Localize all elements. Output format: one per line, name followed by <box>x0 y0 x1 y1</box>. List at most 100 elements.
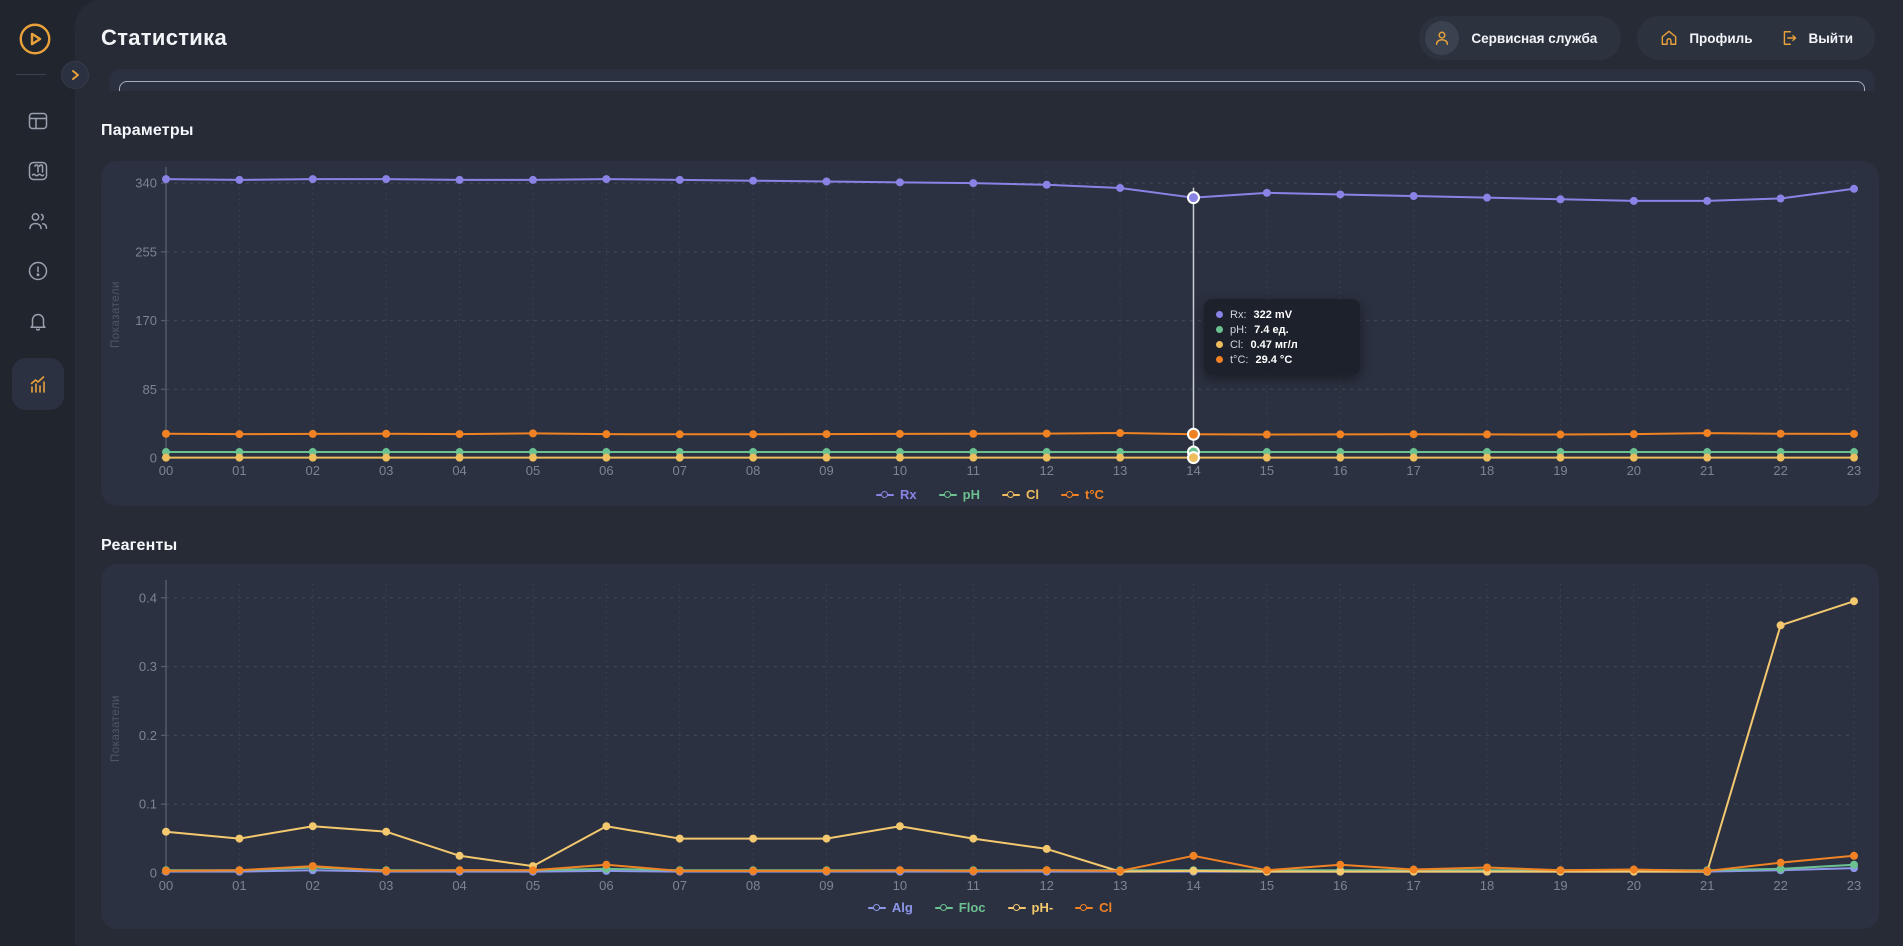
svg-text:18: 18 <box>1480 878 1494 893</box>
legend-item-pH[interactable]: pH <box>938 487 980 502</box>
svg-text:23: 23 <box>1847 463 1861 478</box>
legend-item-Alg[interactable]: Alg <box>867 900 913 915</box>
tooltip-series-value: 29.4 °C <box>1255 353 1293 366</box>
legend-marker <box>876 491 895 498</box>
svg-text:11: 11 <box>967 878 981 893</box>
tooltip-row: Rx: 322 mV <box>1216 307 1348 322</box>
svg-text:00: 00 <box>159 463 173 478</box>
reagents-plot[interactable]: 00 01 02 03 04 05 06 07 08 09 10 11 12 13 14 15 16 17 18 19… <box>101 564 1879 894</box>
svg-text:22: 22 <box>1773 463 1787 478</box>
svg-text:21: 21 <box>1700 878 1714 893</box>
svg-text:255: 255 <box>135 244 157 259</box>
svg-text:07: 07 <box>673 878 687 893</box>
parameters-legend: Rx pH Cl t°C <box>101 487 1879 502</box>
svg-text:03: 03 <box>379 878 393 893</box>
svg-text:02: 02 <box>306 878 320 893</box>
svg-text:03: 03 <box>379 463 393 478</box>
users-icon <box>28 213 47 230</box>
avatar <box>1425 21 1460 55</box>
tooltip-series-label: Rx: <box>1230 308 1247 321</box>
alert-circle-icon <box>28 261 47 281</box>
svg-text:0.3: 0.3 <box>139 659 157 674</box>
tooltip-series-dot <box>1216 341 1223 348</box>
svg-text:19: 19 <box>1553 878 1567 893</box>
svg-text:21: 21 <box>1700 463 1714 478</box>
svg-text:09: 09 <box>819 878 833 893</box>
svg-text:22: 22 <box>1773 878 1787 893</box>
legend-item-Rx[interactable]: Rx <box>876 487 917 502</box>
sidebar-item-dashboard[interactable] <box>12 96 64 146</box>
svg-text:19: 19 <box>1553 463 1567 478</box>
sidebar-divider <box>16 74 46 75</box>
svg-text:11: 11 <box>967 463 981 478</box>
svg-text:06: 06 <box>599 463 613 478</box>
legend-marker <box>1007 904 1026 911</box>
legend-marker <box>867 904 886 911</box>
svg-text:14: 14 <box>1186 878 1200 893</box>
notifications-bell-icon <box>29 313 46 331</box>
svg-text:01: 01 <box>232 463 246 478</box>
svg-text:16: 16 <box>1333 463 1347 478</box>
svg-text:15: 15 <box>1260 878 1274 893</box>
home-icon <box>1661 30 1677 45</box>
svg-text:02: 02 <box>306 463 320 478</box>
legend-item-Floc[interactable]: Floc <box>934 900 986 915</box>
svg-text:15: 15 <box>1260 463 1274 478</box>
legend-item-t°C[interactable]: t°C <box>1061 487 1104 502</box>
svg-text:20: 20 <box>1627 878 1641 893</box>
sidebar <box>0 0 89 946</box>
sidebar-item-alerts[interactable] <box>12 246 64 296</box>
svg-text:08: 08 <box>746 878 760 893</box>
filters-field-edge <box>119 81 1865 91</box>
reagents-legend: Alg Floc pH- Cl <box>101 900 1879 915</box>
svg-text:14: 14 <box>1186 463 1200 478</box>
svg-text:12: 12 <box>1039 878 1053 893</box>
tooltip-series-dot <box>1216 326 1223 333</box>
profile-button[interactable]: Профиль <box>1659 28 1753 48</box>
tooltip-series-value: 7.4 ед. <box>1254 323 1289 336</box>
pool-icon <box>28 161 47 181</box>
legend-marker <box>938 491 957 498</box>
svg-text:08: 08 <box>746 463 760 478</box>
legend-item-Cl[interactable]: Cl <box>1002 487 1039 502</box>
legend-marker <box>1061 491 1080 498</box>
parameters-plot[interactable]: 00 01 02 03 04 05 06 07 08 09 10 11 12 13 14 15 16 17 18 19… <box>101 161 1879 481</box>
svg-text:05: 05 <box>526 463 540 478</box>
svg-text:16: 16 <box>1333 878 1347 893</box>
legend-label: Alg <box>891 900 913 915</box>
svg-text:340: 340 <box>135 176 157 191</box>
service-badge[interactable]: Сервисная служба <box>1419 16 1622 60</box>
tooltip-row: Cl: 0.47 мг/л <box>1216 337 1348 352</box>
svg-text:10: 10 <box>893 463 907 478</box>
svg-text:0.1: 0.1 <box>139 797 157 812</box>
filters-panel-collapsed[interactable] <box>109 69 1875 91</box>
tooltip-series-label: t°C: <box>1230 353 1249 366</box>
tooltip-series-label: pH: <box>1230 323 1248 336</box>
tooltip-row: t°C: 29.4 °C <box>1216 352 1348 367</box>
svg-text:170: 170 <box>135 313 157 328</box>
svg-text:01: 01 <box>232 878 246 893</box>
logout-button-label: Выйти <box>1808 30 1854 46</box>
svg-text:13: 13 <box>1113 878 1127 893</box>
sidebar-item-users[interactable] <box>12 196 64 246</box>
svg-text:05: 05 <box>526 878 540 893</box>
sidebar-item-notifications[interactable] <box>12 296 64 346</box>
sidebar-expand-button[interactable] <box>61 61 89 89</box>
logout-button[interactable]: Выйти <box>1779 28 1854 48</box>
tooltip-row: pH: 7.4 ед. <box>1216 322 1348 337</box>
legend-item-Cl[interactable]: Cl <box>1075 900 1112 915</box>
sidebar-item-pools[interactable] <box>12 146 64 196</box>
svg-text:Показатели: Показатели <box>110 695 122 762</box>
svg-text:04: 04 <box>452 463 466 478</box>
sidebar-item-statistics[interactable] <box>11 358 64 410</box>
svg-text:0: 0 <box>150 451 157 466</box>
svg-text:18: 18 <box>1480 463 1494 478</box>
legend-item-pH-[interactable]: pH- <box>1007 900 1053 915</box>
tooltip-series-dot <box>1216 356 1223 363</box>
app-logo[interactable] <box>16 20 54 58</box>
user-icon <box>1436 31 1449 45</box>
chevron-right-icon <box>72 70 79 80</box>
legend-label: Cl <box>1099 900 1113 915</box>
sidebar-nav <box>0 96 75 410</box>
dashboard-icon <box>28 112 47 130</box>
